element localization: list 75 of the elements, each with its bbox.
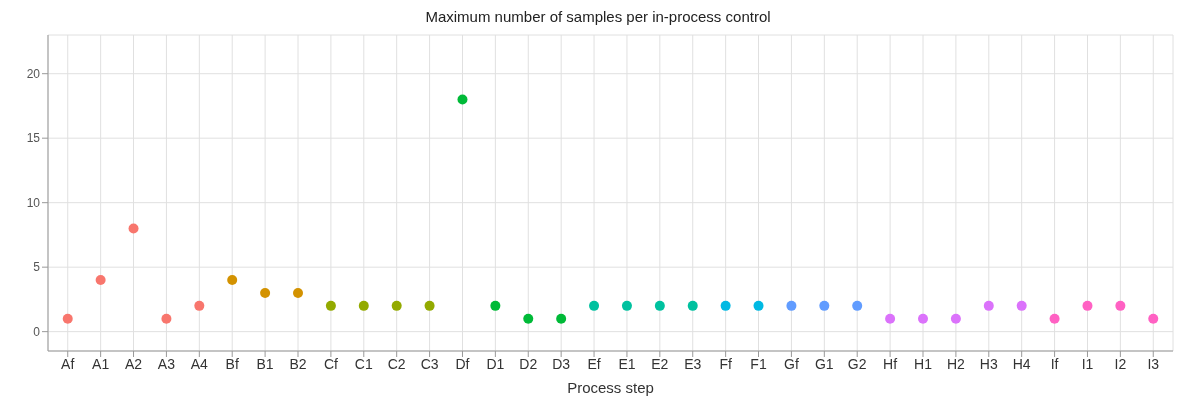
y-tick-label: 10 bbox=[26, 195, 41, 210]
x-tick-label: G2 bbox=[847, 355, 867, 372]
x-tick-label: A1 bbox=[92, 355, 110, 372]
point bbox=[391, 300, 402, 311]
x-tick-label: A3 bbox=[157, 355, 176, 372]
x-tick-label: Ff bbox=[719, 355, 732, 372]
point bbox=[457, 94, 468, 105]
point bbox=[1049, 313, 1060, 324]
point bbox=[852, 300, 863, 311]
point bbox=[424, 300, 435, 311]
y-tick-label: 20 bbox=[26, 66, 41, 81]
point bbox=[128, 223, 139, 234]
x-tick-label: Df bbox=[455, 355, 470, 372]
point bbox=[1148, 313, 1159, 324]
x-tick-label: H3 bbox=[979, 355, 998, 372]
y-tick-label: 5 bbox=[33, 260, 41, 275]
x-tick-label: H1 bbox=[914, 355, 933, 372]
point bbox=[1082, 300, 1093, 311]
x-tick-label: D3 bbox=[552, 355, 571, 372]
x-tick-label: D1 bbox=[486, 355, 505, 372]
point bbox=[918, 313, 928, 324]
point bbox=[62, 313, 73, 324]
point bbox=[227, 275, 238, 286]
point bbox=[260, 287, 271, 298]
x-tick-label: I1 bbox=[1081, 355, 1094, 372]
point bbox=[819, 300, 830, 311]
x-tick-label: Ef bbox=[587, 355, 601, 372]
x-tick-label: Af bbox=[61, 355, 75, 372]
point bbox=[1016, 300, 1027, 311]
x-tick-label: A2 bbox=[124, 355, 143, 372]
point bbox=[95, 275, 106, 286]
x-tick-label: H4 bbox=[1012, 355, 1031, 372]
point bbox=[687, 300, 698, 311]
point bbox=[983, 300, 994, 311]
point bbox=[786, 300, 797, 311]
x-axis-title: Process step bbox=[567, 379, 654, 396]
x-tick-label: D2 bbox=[519, 355, 538, 372]
point bbox=[325, 300, 336, 311]
x-tick-label: A4 bbox=[190, 355, 209, 372]
x-tick-label: B2 bbox=[289, 355, 307, 372]
x-tick-label: Gf bbox=[784, 355, 799, 372]
x-tick-label: Cf bbox=[323, 355, 339, 372]
point bbox=[1115, 300, 1126, 311]
x-tick-label: C1 bbox=[354, 355, 373, 372]
point bbox=[490, 300, 501, 311]
point bbox=[950, 313, 961, 324]
point bbox=[556, 313, 567, 324]
x-tick-label: G1 bbox=[814, 355, 834, 372]
point bbox=[885, 313, 896, 324]
x-tick-label: H2 bbox=[946, 355, 966, 372]
chart-title: Maximum number of samples per in-process control bbox=[424, 8, 772, 27]
x-tick-label: B1 bbox=[256, 355, 274, 372]
x-tick-label: F1 bbox=[750, 355, 767, 372]
point bbox=[720, 300, 731, 311]
x-tick-label: C2 bbox=[387, 355, 406, 372]
point bbox=[654, 300, 665, 311]
point bbox=[358, 300, 369, 311]
x-tick-label: E2 bbox=[651, 355, 669, 372]
point bbox=[621, 300, 632, 311]
x-tick-label: Bf bbox=[225, 355, 239, 372]
y-tick-label: 15 bbox=[26, 131, 41, 146]
x-tick-label: C3 bbox=[420, 355, 439, 372]
x-tick-label: I2 bbox=[1114, 355, 1127, 372]
y-tick-label: 0 bbox=[33, 324, 41, 339]
x-tick-label: If bbox=[1050, 355, 1059, 372]
point bbox=[194, 300, 205, 311]
point bbox=[293, 287, 303, 298]
point bbox=[161, 313, 172, 324]
x-tick-label: I3 bbox=[1147, 355, 1160, 372]
point bbox=[589, 300, 600, 311]
point bbox=[753, 300, 764, 311]
x-tick-label: Hf bbox=[883, 355, 898, 372]
x-tick-label: E1 bbox=[618, 355, 636, 372]
x-tick-label: E3 bbox=[684, 355, 702, 372]
point bbox=[523, 313, 534, 324]
